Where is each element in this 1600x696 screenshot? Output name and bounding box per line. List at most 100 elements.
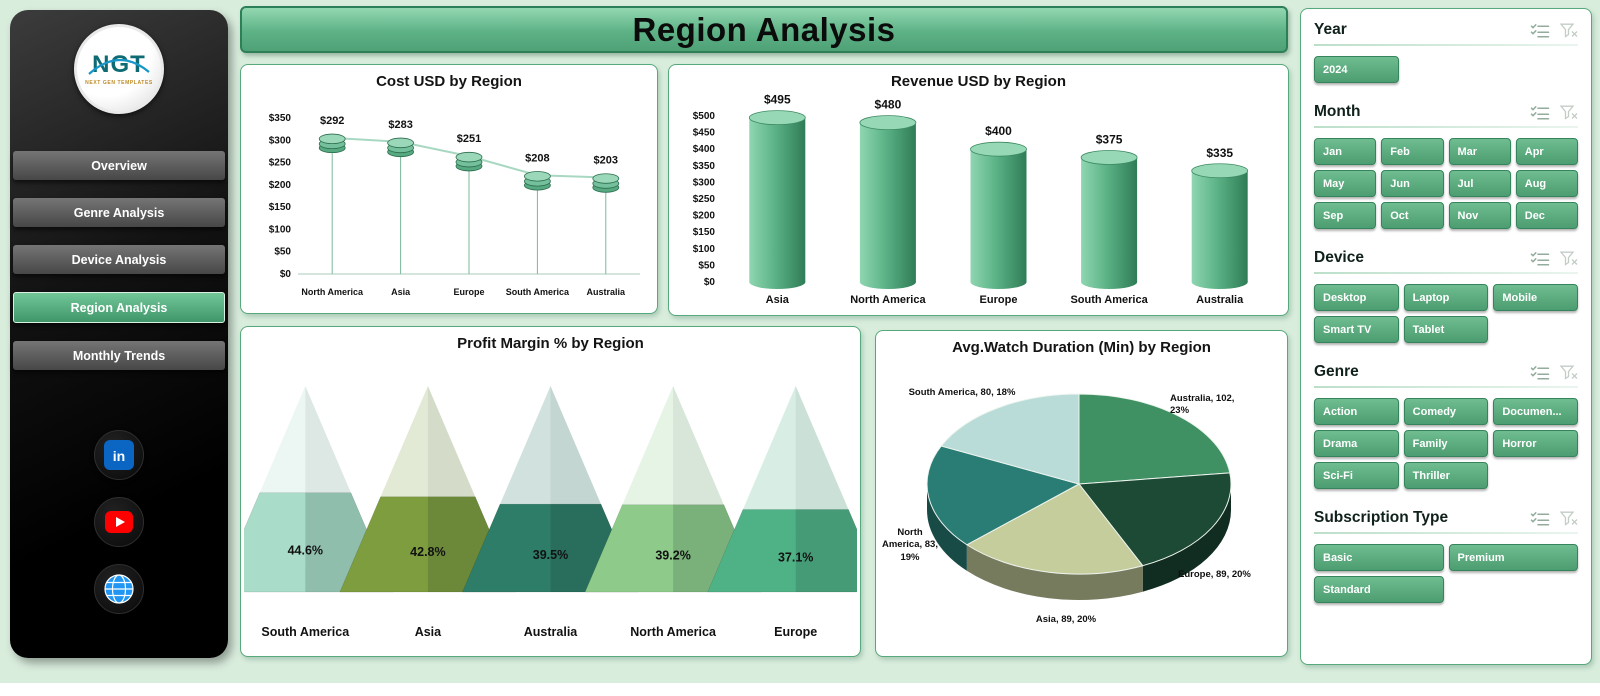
youtube-icon — [105, 511, 133, 533]
logo-circle: NGT NEXT GEN TEMPLATES — [74, 24, 164, 114]
svg-text:$400: $400 — [693, 144, 716, 155]
svg-text:$0: $0 — [280, 269, 292, 280]
slicer-option-sci-fi[interactable]: Sci-Fi — [1314, 462, 1399, 489]
svg-text:$150: $150 — [269, 202, 292, 213]
slicer-option-aug[interactable]: Aug — [1515, 170, 1578, 197]
slicer-option-2024[interactable]: 2024 — [1314, 56, 1399, 83]
slicer-option-drama[interactable]: Drama — [1314, 430, 1399, 457]
svg-text:$50: $50 — [274, 247, 291, 258]
slicer-option-smart-tv[interactable]: Smart TV — [1314, 316, 1399, 343]
website-link[interactable] — [94, 564, 144, 614]
slicer-genre: Genre Action Comedy Documen... Drama Family Ho… — [1314, 363, 1578, 489]
multi-select-icon[interactable] — [1530, 251, 1550, 266]
slicer-option-feb[interactable]: Feb — [1381, 138, 1444, 165]
slicer-option-desktop[interactable]: Desktop — [1314, 284, 1399, 311]
social-links: in — [10, 430, 228, 614]
slicer-option-sep[interactable]: Sep — [1314, 202, 1377, 229]
pie-label-north-america: North America, 83, 19% — [882, 527, 938, 563]
sidebar-item-overview[interactable]: Overview — [13, 151, 225, 180]
svg-text:39.5%: 39.5% — [533, 548, 568, 562]
slicer-option-basic[interactable]: Basic — [1314, 544, 1444, 571]
slicer-title: Month — [1314, 103, 1361, 120]
watch-duration-chart-card: Avg.Watch Duration (Min) by Region Austr… — [875, 330, 1288, 657]
multi-select-icon[interactable] — [1530, 365, 1550, 380]
sidebar-item-monthly-trends[interactable]: Monthly Trends — [13, 341, 225, 370]
slicer-option-apr[interactable]: Apr — [1515, 138, 1578, 165]
slicer-option-jul[interactable]: Jul — [1448, 170, 1511, 197]
svg-text:44.6%: 44.6% — [288, 543, 323, 557]
slicer-option-mobile[interactable]: Mobile — [1493, 284, 1578, 311]
svg-text:$283: $283 — [388, 119, 412, 131]
slicer-subscription-type: Subscription Type Basic Premium Standard — [1314, 509, 1578, 603]
pie-chart-title: Avg.Watch Duration (Min) by Region — [952, 339, 1211, 356]
slicer-option-dec[interactable]: Dec — [1515, 202, 1578, 229]
slicer-option-action[interactable]: Action — [1314, 398, 1399, 425]
svg-text:42.8%: 42.8% — [410, 545, 445, 559]
slicer-title: Year — [1314, 21, 1347, 38]
slicer-option-horror[interactable]: Horror — [1493, 430, 1578, 457]
slicer-option-jun[interactable]: Jun — [1381, 170, 1444, 197]
divider — [1314, 44, 1578, 46]
revenue-bar-chart[interactable]: $0 $50 $100 $150 $200 $250 $300 $350 $400 $450 $50… — [672, 90, 1285, 312]
svg-text:$335: $335 — [1206, 146, 1233, 160]
slicer-option-nov[interactable]: Nov — [1448, 202, 1511, 229]
pie-label-europe: Europe, 89, 20% — [1178, 569, 1251, 580]
slicer-option-tablet[interactable]: Tablet — [1403, 316, 1489, 343]
slicer-option-thriller[interactable]: Thriller — [1403, 462, 1489, 489]
svg-text:$250: $250 — [269, 158, 292, 169]
svg-text:$208: $208 — [525, 152, 549, 164]
svg-text:Europe: Europe — [453, 287, 484, 297]
svg-text:$203: $203 — [594, 155, 618, 167]
cost-chart-card: Cost USD by Region $0 $50 $100 $150 $200 $250… — [240, 64, 658, 314]
svg-text:North America: North America — [301, 287, 364, 297]
svg-text:$480: $480 — [875, 98, 902, 112]
slicer-month: Month Jan Feb Mar Apr May Jun Jul Aug Sep Oct Nov De… — [1314, 103, 1578, 229]
slicer-option-mar[interactable]: Mar — [1448, 138, 1511, 165]
slicer-option-may[interactable]: May — [1314, 170, 1377, 197]
cost-line-chart[interactable]: $0 $50 $100 $150 $200 $250 $300 $350 $292 $283 $25… — [246, 90, 652, 304]
multi-select-icon[interactable] — [1530, 23, 1550, 38]
multi-select-icon[interactable] — [1530, 511, 1550, 526]
svg-text:Europe: Europe — [980, 294, 1018, 306]
clear-filter-icon[interactable] — [1560, 511, 1578, 526]
pie-label-south-america: South America, 80, 18% — [908, 387, 1016, 398]
sidebar-item-region-analysis[interactable]: Region Analysis — [13, 292, 225, 323]
slicer-option-documen[interactable]: Documen... — [1493, 398, 1578, 425]
svg-text:$50: $50 — [698, 260, 715, 271]
sidebar-nav: Overview Genre Analysis Device Analysis … — [10, 151, 228, 370]
slicer-option-family[interactable]: Family — [1403, 430, 1489, 457]
divider — [1314, 386, 1578, 388]
logo-swoosh-icon — [88, 58, 150, 75]
logo-subtext: NEXT GEN TEMPLATES — [85, 79, 153, 86]
profit-pyramid-chart[interactable]: 44.6% South America 42.8% Asia 39.5% Australi… — [244, 352, 857, 652]
svg-text:North America: North America — [850, 294, 926, 306]
bottom-strip — [0, 683, 1600, 696]
profit-margin-chart-card: Profit Margin % by Region 44.6% South Ame… — [240, 326, 861, 657]
svg-text:$100: $100 — [693, 244, 716, 255]
slicer-option-standard[interactable]: Standard — [1314, 576, 1444, 603]
sidebar-item-device-analysis[interactable]: Device Analysis — [13, 245, 225, 274]
clear-filter-icon[interactable] — [1560, 105, 1578, 120]
svg-text:39.2%: 39.2% — [655, 548, 690, 562]
clear-filter-icon[interactable] — [1560, 365, 1578, 380]
sidebar-item-genre-analysis[interactable]: Genre Analysis — [13, 198, 225, 227]
slicer-option-oct[interactable]: Oct — [1381, 202, 1444, 229]
svg-text:Australia: Australia — [524, 625, 579, 639]
profit-chart-title: Profit Margin % by Region — [457, 335, 644, 352]
svg-text:$250: $250 — [693, 194, 716, 205]
slicer-option-comedy[interactable]: Comedy — [1403, 398, 1489, 425]
multi-select-icon[interactable] — [1530, 105, 1550, 120]
svg-text:$200: $200 — [269, 180, 292, 191]
svg-text:$450: $450 — [693, 128, 716, 139]
linkedin-link[interactable]: in — [94, 430, 144, 480]
svg-text:$292: $292 — [320, 115, 344, 127]
watch-duration-pie-chart[interactable] — [879, 356, 1284, 648]
svg-text:$0: $0 — [704, 277, 716, 288]
slicer-option-laptop[interactable]: Laptop — [1403, 284, 1489, 311]
divider — [1314, 126, 1578, 128]
clear-filter-icon[interactable] — [1560, 251, 1578, 266]
clear-filter-icon[interactable] — [1560, 23, 1578, 38]
youtube-link[interactable] — [94, 497, 144, 547]
slicer-option-premium[interactable]: Premium — [1448, 544, 1578, 571]
slicer-option-jan[interactable]: Jan — [1314, 138, 1377, 165]
